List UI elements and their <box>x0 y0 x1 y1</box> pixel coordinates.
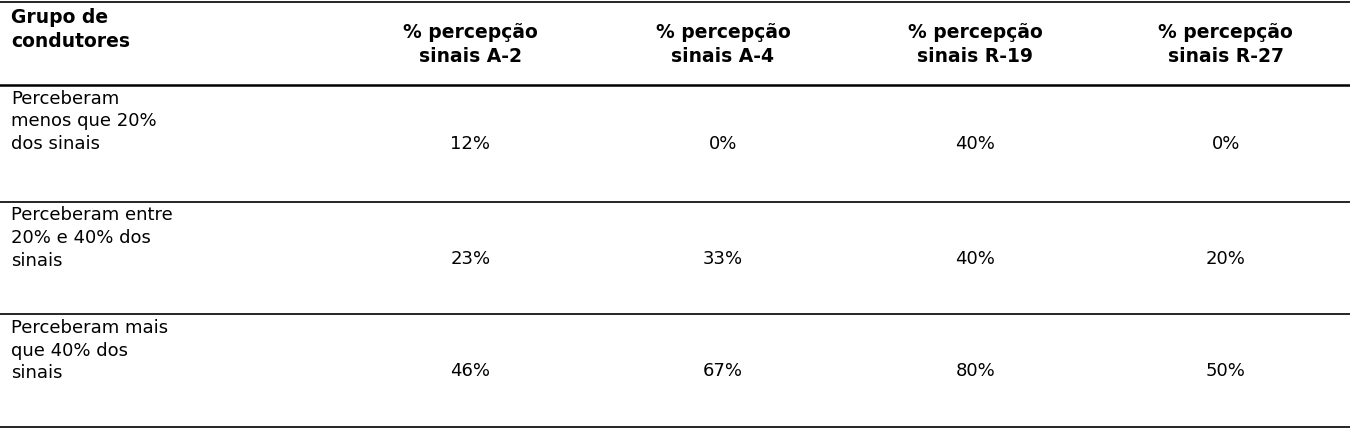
Text: 50%: 50% <box>1206 362 1246 380</box>
Text: 46%: 46% <box>451 362 490 380</box>
Text: 20%: 20% <box>1206 249 1246 267</box>
Bar <box>0 202 1350 314</box>
Text: Perceberam entre
20% e 40% dos
sinais: Perceberam entre 20% e 40% dos sinais <box>11 206 173 270</box>
Bar <box>0 3 1350 86</box>
Text: % percepção
sinais R-27: % percepção sinais R-27 <box>1158 23 1293 66</box>
Text: 0%: 0% <box>709 135 737 153</box>
Text: 23%: 23% <box>451 249 490 267</box>
Text: 12%: 12% <box>451 135 490 153</box>
Text: Perceberam mais
que 40% dos
sinais: Perceberam mais que 40% dos sinais <box>11 318 167 381</box>
Text: Grupo de
condutores: Grupo de condutores <box>11 8 130 51</box>
Text: 40%: 40% <box>956 135 995 153</box>
Text: 0%: 0% <box>1211 135 1241 153</box>
Text: 33%: 33% <box>703 249 742 267</box>
Bar <box>0 86 1350 202</box>
Text: % percepção
sinais A-2: % percepção sinais A-2 <box>404 23 537 66</box>
Text: 80%: 80% <box>956 362 995 380</box>
Text: Perceberam
menos que 20%
dos sinais: Perceberam menos que 20% dos sinais <box>11 89 157 153</box>
Text: 40%: 40% <box>956 249 995 267</box>
Text: % percepção
sinais A-4: % percepção sinais A-4 <box>656 23 790 66</box>
Bar <box>0 314 1350 427</box>
Text: % percepção
sinais R-19: % percepção sinais R-19 <box>909 23 1042 66</box>
Text: 67%: 67% <box>703 362 742 380</box>
